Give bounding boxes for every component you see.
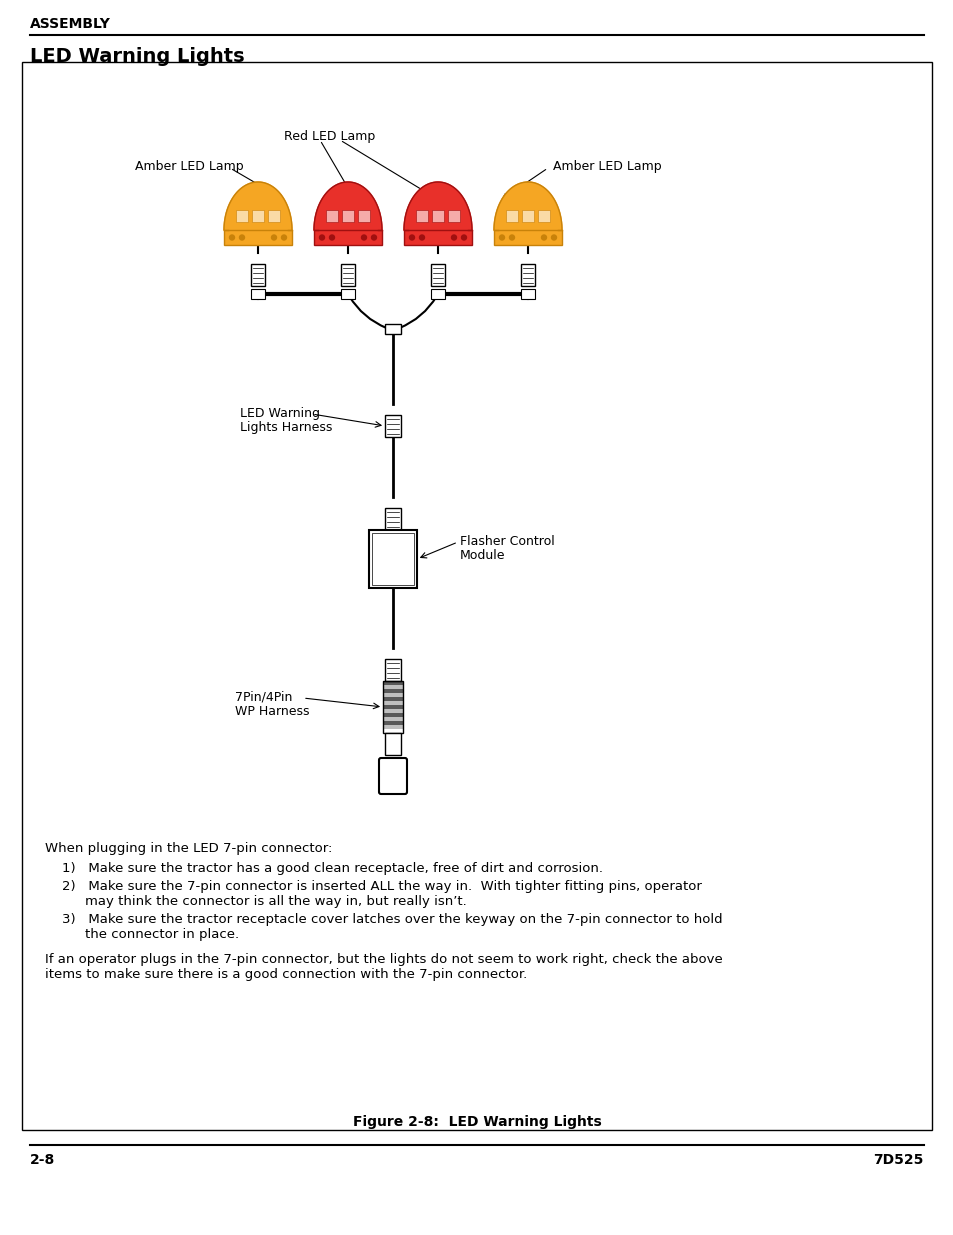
Bar bbox=[341, 210, 354, 222]
Circle shape bbox=[551, 235, 556, 240]
Text: Lights Harness: Lights Harness bbox=[240, 421, 332, 433]
Text: Amber LED Lamp: Amber LED Lamp bbox=[135, 161, 243, 173]
Bar bbox=[382, 693, 402, 697]
Circle shape bbox=[419, 235, 424, 240]
Bar bbox=[382, 713, 402, 718]
Text: the connector in place.: the connector in place. bbox=[85, 927, 239, 941]
Bar bbox=[268, 210, 280, 222]
Bar bbox=[382, 725, 402, 729]
Bar bbox=[224, 230, 292, 245]
Bar bbox=[537, 210, 550, 222]
Bar bbox=[369, 530, 416, 588]
Circle shape bbox=[329, 235, 335, 240]
Bar bbox=[520, 289, 535, 299]
Bar bbox=[385, 659, 400, 680]
Circle shape bbox=[541, 235, 546, 240]
Bar bbox=[431, 264, 444, 287]
Text: LED Warning Lights: LED Warning Lights bbox=[30, 47, 244, 65]
FancyBboxPatch shape bbox=[378, 758, 407, 794]
Text: Red LED Lamp: Red LED Lamp bbox=[284, 130, 375, 143]
Bar bbox=[251, 264, 265, 287]
Text: When plugging in the LED 7-pin connector:: When plugging in the LED 7-pin connector… bbox=[45, 842, 332, 855]
Bar bbox=[340, 289, 355, 299]
Bar bbox=[385, 415, 400, 437]
Bar bbox=[494, 230, 561, 245]
Polygon shape bbox=[314, 182, 381, 230]
Text: 7D525: 7D525 bbox=[873, 1153, 923, 1167]
Text: Module: Module bbox=[459, 550, 505, 562]
Text: If an operator plugs in the 7-pin connector, but the lights do not seem to work : If an operator plugs in the 7-pin connec… bbox=[45, 953, 722, 966]
Bar bbox=[382, 680, 402, 734]
Bar bbox=[520, 264, 535, 287]
Circle shape bbox=[272, 235, 276, 240]
Bar bbox=[416, 210, 428, 222]
Bar bbox=[382, 697, 402, 701]
Bar bbox=[382, 689, 402, 693]
Circle shape bbox=[371, 235, 376, 240]
Text: 1)   Make sure the tractor has a good clean receptacle, free of dirt and corrosi: 1) Make sure the tractor has a good clea… bbox=[62, 862, 602, 876]
Bar bbox=[448, 210, 459, 222]
Bar bbox=[251, 289, 265, 299]
Bar bbox=[382, 709, 402, 713]
Circle shape bbox=[509, 235, 514, 240]
Circle shape bbox=[409, 235, 414, 240]
Bar bbox=[431, 289, 444, 299]
Bar bbox=[382, 680, 402, 685]
FancyBboxPatch shape bbox=[22, 62, 931, 1130]
Bar bbox=[521, 210, 534, 222]
Text: 3)   Make sure the tractor receptacle cover latches over the keyway on the 7-pin: 3) Make sure the tractor receptacle cove… bbox=[62, 913, 721, 926]
Polygon shape bbox=[224, 182, 292, 230]
Text: Flasher Control: Flasher Control bbox=[459, 535, 554, 548]
Bar bbox=[382, 705, 402, 709]
Bar bbox=[382, 685, 402, 689]
Bar bbox=[314, 230, 381, 245]
Bar bbox=[382, 701, 402, 705]
Bar bbox=[372, 534, 414, 585]
Bar bbox=[403, 230, 472, 245]
Text: WP Harness: WP Harness bbox=[234, 705, 309, 718]
Bar bbox=[252, 210, 264, 222]
Text: LED Warning: LED Warning bbox=[240, 408, 319, 420]
Text: items to make sure there is a good connection with the 7-pin connector.: items to make sure there is a good conne… bbox=[45, 968, 527, 981]
Circle shape bbox=[281, 235, 286, 240]
Bar bbox=[235, 210, 248, 222]
Circle shape bbox=[239, 235, 244, 240]
Bar bbox=[385, 734, 400, 755]
Text: 2-8: 2-8 bbox=[30, 1153, 55, 1167]
Circle shape bbox=[230, 235, 234, 240]
Polygon shape bbox=[403, 182, 472, 230]
Text: ASSEMBLY: ASSEMBLY bbox=[30, 17, 111, 31]
Polygon shape bbox=[494, 182, 561, 230]
Text: 7Pin/4Pin: 7Pin/4Pin bbox=[234, 692, 292, 704]
Bar bbox=[505, 210, 517, 222]
Text: 2)   Make sure the 7-pin connector is inserted ALL the way in.  With tighter fit: 2) Make sure the 7-pin connector is inse… bbox=[62, 881, 701, 893]
Circle shape bbox=[361, 235, 366, 240]
Circle shape bbox=[319, 235, 324, 240]
Bar bbox=[340, 264, 355, 287]
Bar bbox=[432, 210, 443, 222]
Bar bbox=[385, 508, 400, 530]
Bar bbox=[382, 718, 402, 721]
Circle shape bbox=[461, 235, 466, 240]
Bar bbox=[382, 721, 402, 725]
Circle shape bbox=[451, 235, 456, 240]
Circle shape bbox=[499, 235, 504, 240]
Bar bbox=[326, 210, 337, 222]
Text: may think the connector is all the way in, but really isn’t.: may think the connector is all the way i… bbox=[85, 895, 466, 908]
Text: Amber LED Lamp: Amber LED Lamp bbox=[553, 161, 661, 173]
Bar bbox=[357, 210, 370, 222]
Text: Figure 2-8:  LED Warning Lights: Figure 2-8: LED Warning Lights bbox=[353, 1115, 600, 1129]
Bar bbox=[385, 324, 400, 333]
